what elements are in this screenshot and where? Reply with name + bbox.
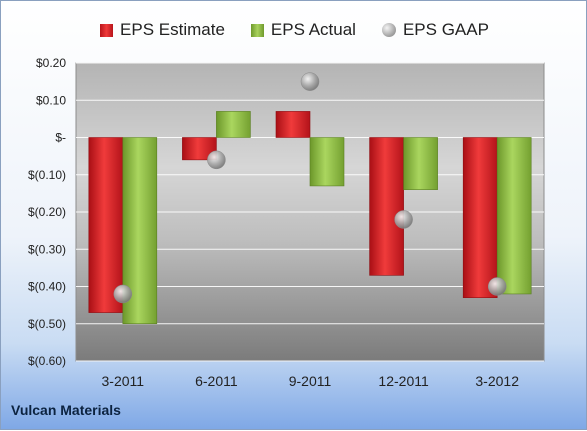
x-tick-label: 9-2011 (289, 373, 332, 389)
y-tick-label: $0.20 (36, 56, 66, 70)
company-name: Vulcan Materials (11, 402, 121, 418)
bar-eps-estimate (369, 137, 404, 276)
legend-item-actual: EPS Actual (250, 20, 356, 40)
legend-label-estimate: EPS Estimate (120, 20, 225, 39)
bar-eps-estimate (462, 137, 498, 298)
bar-eps-actual (309, 137, 345, 187)
bar-eps-actual (496, 137, 532, 295)
legend-swatch-estimate (100, 23, 114, 37)
y-tick-label: $(0.30) (28, 242, 66, 256)
bar-eps-estimate (88, 137, 124, 313)
y-tick-label: $0.10 (36, 93, 66, 107)
legend-label-gaap: EPS GAAP (402, 20, 489, 39)
y-tick-label: $(0.10) (28, 168, 66, 182)
legend-label-actual: EPS Actual (270, 20, 356, 39)
y-tick-label: $(0.50) (28, 317, 66, 331)
y-tick-label: $(0.60) (28, 354, 66, 368)
point-eps-gaap (487, 277, 507, 296)
x-tick-label: 3-2011 (102, 373, 145, 389)
legend-item-gaap: EPS GAAP (381, 20, 489, 40)
x-tick-label: 12-2011 (378, 373, 429, 389)
x-tick-label: 3-2012 (475, 373, 519, 389)
point-eps-gaap (207, 150, 226, 170)
point-eps-gaap (300, 72, 320, 91)
bar-eps-estimate (275, 111, 311, 138)
y-tick-label: $(0.40) (28, 280, 66, 294)
point-eps-gaap (394, 210, 413, 229)
bar-eps-actual (403, 137, 438, 190)
bar-eps-actual (216, 111, 251, 138)
x-tick-label: 6-2011 (195, 373, 238, 389)
point-eps-gaap (113, 284, 133, 304)
y-tick-label: $(0.20) (28, 205, 66, 219)
bar-eps-estimate (182, 137, 217, 161)
legend-item-estimate: EPS Estimate (100, 20, 225, 40)
y-tick-label: $- (55, 131, 66, 145)
legend: EPS Estimate EPS Actual EPS GAAP (1, 17, 587, 43)
legend-swatch-actual (250, 23, 264, 37)
legend-swatch-gaap (381, 23, 396, 37)
